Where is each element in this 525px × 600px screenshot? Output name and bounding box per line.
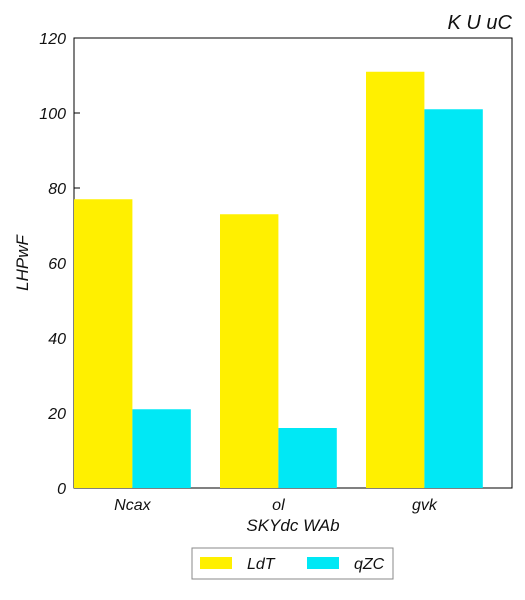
x-tick-label: ol — [272, 497, 285, 514]
x-axis-label: SKYdc WAb — [246, 516, 339, 535]
y-tick-label: 0 — [57, 481, 66, 498]
legend-label: LdT — [247, 556, 276, 573]
bar-LdT-Ncax — [74, 199, 133, 488]
y-axis-label: LHPwF — [13, 234, 32, 291]
y-axis: 0 20 40 60 80 100 120 — [39, 31, 80, 498]
legend: LdT qZC — [191, 547, 394, 580]
x-tick-label: gvk — [412, 497, 438, 514]
y-tick-label: 40 — [48, 331, 66, 348]
y-tick-label: 120 — [39, 31, 66, 48]
bar-qZC-ol — [278, 428, 337, 488]
y-tick-label: 100 — [39, 106, 66, 123]
legend-frame — [191, 547, 394, 580]
legend-swatch-LdT — [200, 557, 232, 569]
x-axis: Ncax ol gvk — [114, 497, 438, 514]
y-tick-label: 20 — [47, 406, 66, 423]
chart-title: K U uC — [448, 12, 513, 34]
y-tick-label: 60 — [48, 256, 66, 273]
y-tick-label: 80 — [48, 181, 66, 198]
bars — [74, 71, 483, 488]
legend-label: qZC — [354, 556, 385, 573]
bar-qZC-Ncax — [132, 409, 191, 488]
x-tick-label: Ncax — [114, 497, 151, 514]
bar-qZC-gvk — [424, 109, 483, 488]
bar-LdT-ol — [220, 214, 279, 488]
legend-swatch-qZC — [307, 557, 339, 569]
bar-LdT-gvk — [366, 71, 425, 488]
